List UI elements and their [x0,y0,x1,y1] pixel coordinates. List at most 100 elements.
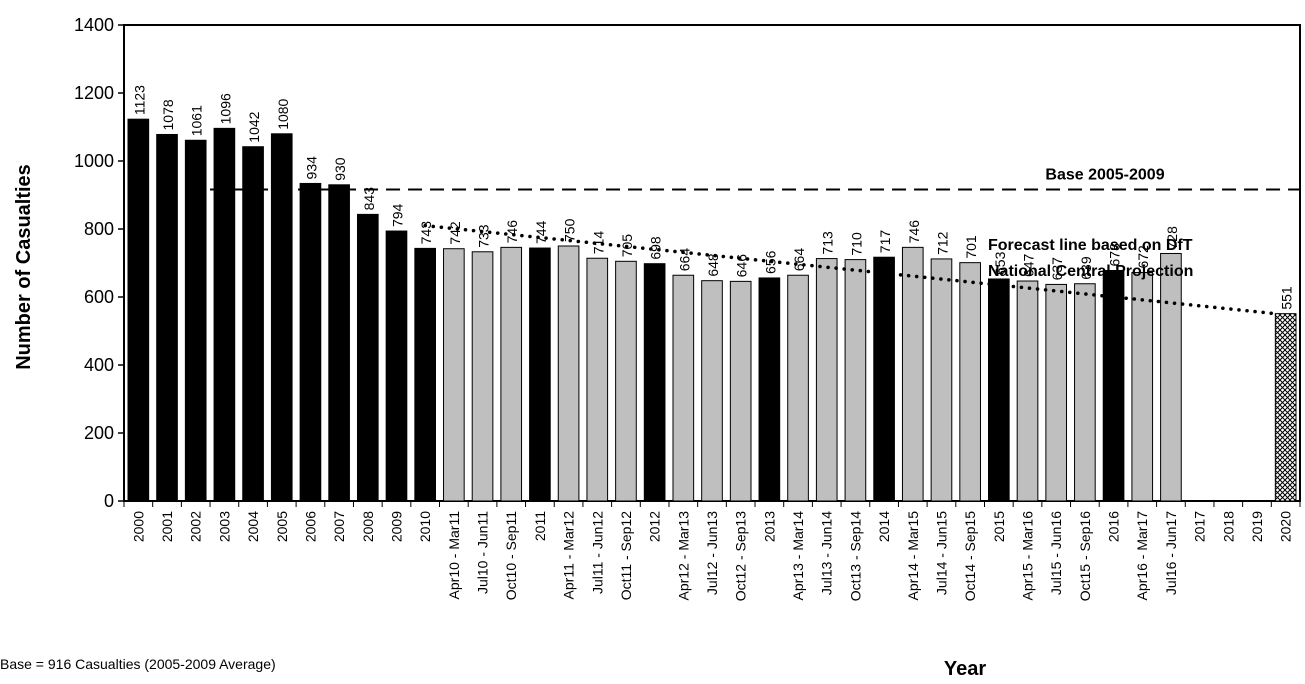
x-tick-label: 2018 [1220,511,1236,542]
bar-value-label: 648 [705,253,721,277]
x-tick-label: 2008 [360,511,376,542]
y-tick-label: 1400 [74,15,114,35]
y-tick-label: 1000 [74,151,114,171]
bar-value-label: 728 [1164,226,1180,250]
x-tick-label: Oct15 - Sep16 [1077,511,1093,601]
bar-value-label: 713 [820,231,836,255]
bar [529,247,551,502]
bar [242,146,264,502]
bar [815,258,838,502]
bar-value-label: 647 [1021,253,1037,277]
bar-value-label: 637 [1049,257,1065,281]
x-tick-label: Oct14 - Sep15 [962,511,978,601]
bar-value-label: 698 [648,236,664,260]
bar-value-label: 744 [533,220,549,244]
bar [586,257,609,502]
x-tick-label: 2000 [130,511,146,542]
x-tick-label: Jul11 - Jun12 [589,511,605,594]
bar [672,274,695,502]
bar [1074,283,1096,502]
bar-value-label: 705 [619,234,635,258]
bar [184,139,207,502]
bar-value-label: 701 [963,235,979,259]
x-tick-label: 2011 [532,511,548,541]
bar [959,262,981,502]
bar [787,274,809,502]
bar [873,256,895,502]
bar [1016,280,1039,502]
x-tick-label: Jul12 - Jun13 [704,511,720,595]
bar [1102,269,1125,502]
x-tick-label: 2002 [188,511,204,542]
bar [385,230,408,502]
bar [299,182,322,502]
footnote: Base = 916 Casualties (2005-2009 Average… [0,656,276,672]
x-tick-label: 2010 [417,511,433,542]
y-tick-label: 600 [84,287,114,307]
bar [758,277,781,502]
y-axis-title: Number of Casualties [13,164,35,370]
x-tick-label: Oct10 - Sep11 [503,511,519,600]
bar [1045,283,1068,502]
bar [443,248,465,502]
bar-value-label: 712 [934,231,950,255]
x-tick-label: 2016 [1106,511,1122,542]
bar [127,118,150,502]
x-tick-label: Jul15 - Jun16 [1048,511,1064,595]
x-tick-label: 2014 [876,511,892,542]
bar-value-label: 656 [762,250,778,274]
y-tick-label: 400 [84,355,114,375]
x-tick-label: 2020 [1278,511,1294,542]
bar [471,251,494,502]
bar [414,247,436,502]
bar [500,246,523,502]
x-tick-label: 2006 [302,511,318,542]
bar [844,259,867,502]
x-tick-label: Apr12 - Mar13 [675,511,691,601]
bar-value-label: 714 [590,231,606,255]
x-tick-label: 2005 [274,511,290,542]
x-tick-label: Jul16 - Jun17 [1163,511,1179,595]
x-tick-label: 2009 [388,511,404,542]
bar-value-label: 639 [1078,256,1094,280]
bar-value-label: 710 [848,232,864,256]
bar-value-label: 717 [877,230,893,254]
bar-value-label: 746 [906,220,922,244]
bar-value-label: 794 [389,203,405,227]
x-tick-label: 2017 [1192,511,1208,542]
bar-value-label: 1061 [189,105,205,136]
bar [1160,252,1182,502]
y-tick-label: 0 [104,491,114,511]
forecast-line [423,223,1278,316]
bar [701,280,723,502]
bar-value-label: 1078 [160,99,176,130]
bar-value-label: 678 [1107,243,1123,267]
y-tick-label: 1200 [74,83,114,103]
x-axis-title: Year [944,658,986,680]
bar-value-label: 934 [303,156,319,180]
x-tick-label: 2012 [647,511,663,542]
x-tick-label: 2015 [991,511,1007,542]
x-tick-label: Jul13 - Jun14 [819,511,835,595]
bar-value-label: 930 [332,157,348,181]
x-tick-label: 2003 [216,511,232,542]
x-tick-label: 2019 [1249,511,1265,542]
bar [356,213,379,502]
bar [270,133,293,502]
bar [557,245,580,502]
x-tick-label: Oct12 - Sep13 [733,511,749,601]
base-line-label: Base 2005-2009 [1045,167,1164,184]
bar-value-label: 750 [562,218,578,242]
bar-value-label: 742 [447,221,463,245]
x-tick-label: Apr13 - Mar14 [790,511,806,601]
x-tick-label: Apr16 - Mar17 [1134,511,1150,601]
x-tick-label: Jul14 - Jun15 [933,511,949,595]
x-tick-label: Apr14 - Mar15 [905,511,921,601]
bar-value-label: 1042 [246,111,262,142]
bar-value-label: 843 [361,187,377,211]
bar-value-label: 646 [734,254,750,278]
x-tick-label: 2013 [761,511,777,542]
bar [615,260,637,502]
bar-value-label: 1123 [131,85,147,115]
